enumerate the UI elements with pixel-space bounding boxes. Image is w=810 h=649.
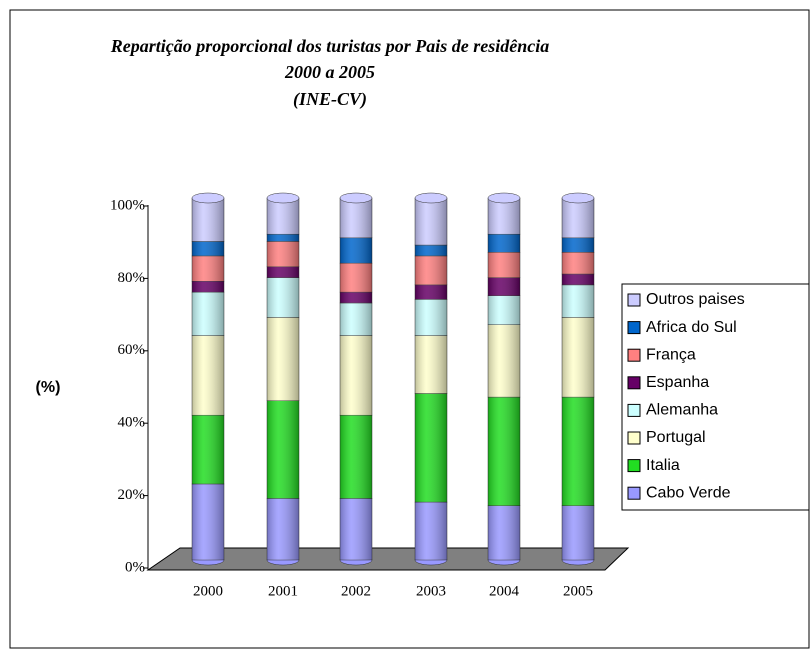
y-axis-label: (%)	[36, 379, 61, 396]
cylinder-shade	[267, 198, 299, 560]
cylinder-shade	[340, 198, 372, 560]
y-tick-label: 100%	[110, 197, 145, 213]
legend-label: Alemanha	[646, 402, 718, 419]
legend-swatch	[627, 431, 641, 445]
cylinder-top	[191, 192, 225, 204]
cylinder-top	[561, 192, 595, 204]
legend-swatch	[627, 486, 641, 500]
cylinder-top	[266, 192, 300, 204]
cylinder-shade	[192, 198, 224, 560]
x-tick-label: 2003	[416, 583, 446, 599]
legend-swatch	[627, 321, 641, 335]
legend-label: Portugal	[646, 429, 706, 446]
chart-title: Repartição proporcional dos turistas por…	[110, 36, 550, 56]
cylinder-top	[487, 192, 521, 204]
y-tick-label: 80%	[118, 270, 146, 286]
y-tick-label: 20%	[118, 487, 146, 503]
chart-subtitle: (INE-CV)	[293, 89, 367, 110]
legend-label: Cabo Verde	[646, 484, 731, 501]
x-tick-label: 2001	[268, 583, 298, 599]
legend-label: Espanha	[646, 374, 709, 391]
cylinder-shade	[488, 198, 520, 560]
legend-label: França	[646, 346, 696, 363]
x-tick-label: 2004	[489, 583, 520, 599]
cylinder-top	[414, 192, 448, 204]
y-tick-label: 0%	[125, 559, 145, 575]
x-tick-label: 2002	[341, 583, 371, 599]
legend-swatch	[627, 459, 641, 473]
legend-label: Italia	[646, 457, 680, 474]
legend-swatch	[627, 403, 641, 417]
legend-swatch	[627, 376, 641, 390]
cylinder-shade	[415, 198, 447, 560]
legend-label: Outros paises	[646, 291, 745, 308]
legend-swatch	[627, 348, 641, 362]
legend-label: Africa do Sul	[646, 319, 737, 336]
legend	[621, 283, 810, 511]
cylinder-top	[339, 192, 373, 204]
y-tick-label: 60%	[118, 342, 146, 358]
chart-subtitle: 2000 a 2005	[284, 62, 375, 82]
legend-swatch	[627, 293, 641, 307]
x-tick-label: 2005	[563, 583, 593, 599]
x-tick-label: 2000	[193, 583, 223, 599]
y-tick-label: 40%	[118, 415, 146, 431]
cylinder-shade	[562, 198, 594, 560]
